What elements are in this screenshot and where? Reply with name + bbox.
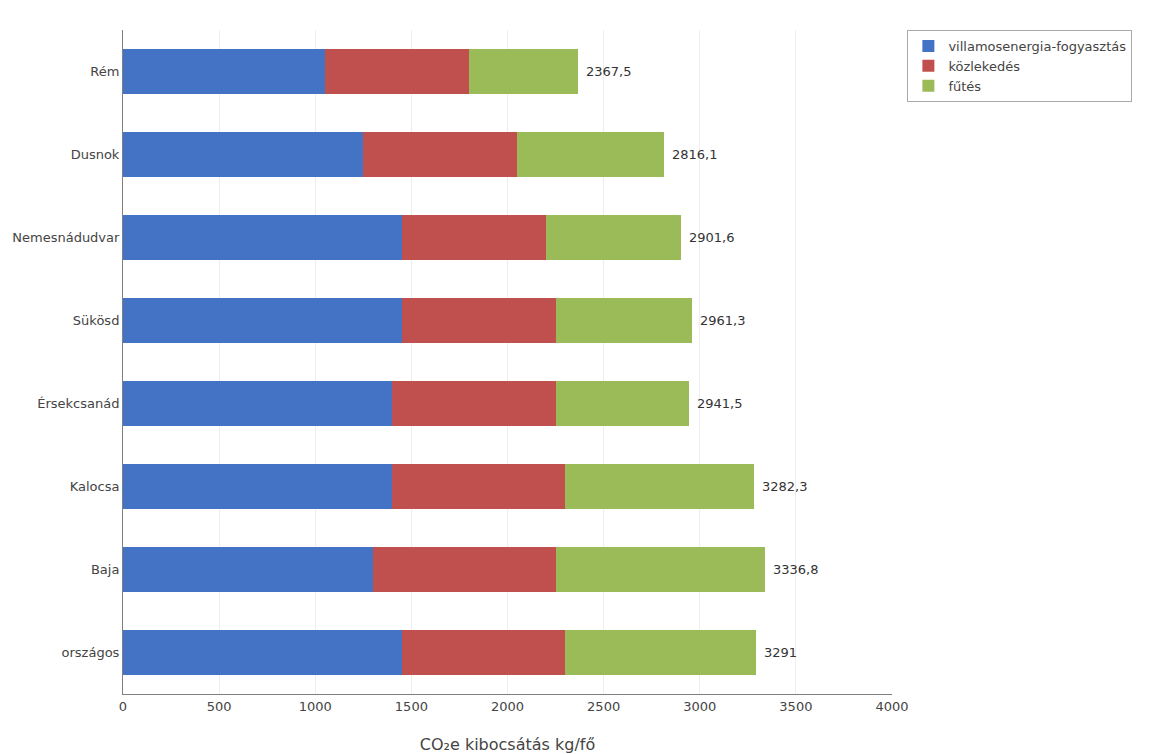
svg-text:3282,3: 3282,3 xyxy=(762,479,808,494)
svg-text:1000: 1000 xyxy=(299,699,332,714)
svg-text:3336,8: 3336,8 xyxy=(773,562,819,577)
svg-text:2816,1: 2816,1 xyxy=(672,147,718,162)
svg-text:2901,6: 2901,6 xyxy=(689,230,735,245)
svg-text:Nemesnádudvar: Nemesnádudvar xyxy=(12,230,120,245)
svg-text:Érsekcsanád: Érsekcsanád xyxy=(37,396,119,411)
svg-text:2941,5: 2941,5 xyxy=(697,396,743,411)
svg-text:0: 0 xyxy=(119,699,127,714)
svg-text:Sükösd: Sükösd xyxy=(73,313,120,328)
svg-text:3291: 3291 xyxy=(764,645,797,660)
svg-text:fűtés: fűtés xyxy=(948,79,981,94)
svg-text:Baja: Baja xyxy=(91,562,119,577)
svg-text:3000: 3000 xyxy=(683,699,716,714)
svg-text:CO₂e kibocsátás kg/fő: CO₂e kibocsátás kg/fő xyxy=(420,735,595,754)
svg-text:országos: országos xyxy=(62,645,120,660)
svg-text:3500: 3500 xyxy=(779,699,812,714)
svg-text:Kalocsa: Kalocsa xyxy=(70,479,120,494)
svg-text:2500: 2500 xyxy=(587,699,620,714)
svg-text:2000: 2000 xyxy=(491,699,524,714)
svg-text:2961,3: 2961,3 xyxy=(700,313,746,328)
svg-text:közlekedés: közlekedés xyxy=(948,59,1020,74)
svg-text:villamosenergia-fogyasztás: villamosenergia-fogyasztás xyxy=(948,39,1126,54)
svg-text:2367,5: 2367,5 xyxy=(586,64,632,79)
svg-text:Rém: Rém xyxy=(90,64,119,79)
svg-text:1500: 1500 xyxy=(395,699,428,714)
svg-text:4000: 4000 xyxy=(875,699,908,714)
svg-text:500: 500 xyxy=(207,699,232,714)
svg-text:Dusnok: Dusnok xyxy=(71,147,120,162)
